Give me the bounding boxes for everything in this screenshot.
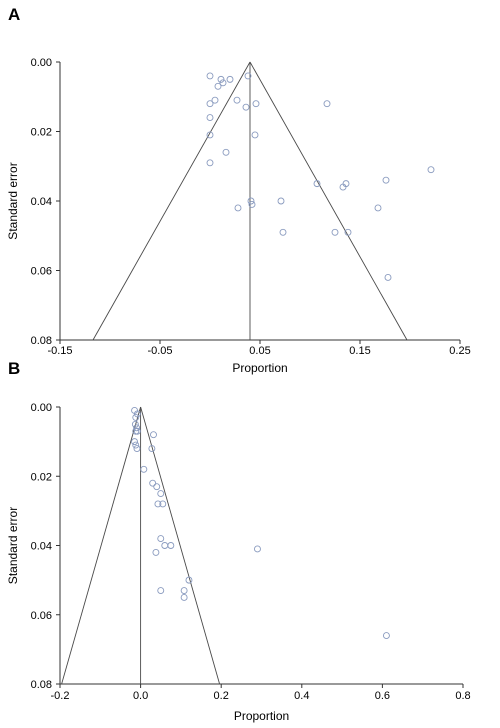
data-point [180, 593, 188, 601]
data-point [206, 72, 214, 80]
data-point [313, 180, 321, 188]
data-point [234, 204, 242, 212]
data-point [233, 96, 241, 104]
y-tick-label: 0.06 [31, 266, 52, 278]
panel-letter: B [8, 359, 20, 378]
data-point [323, 100, 331, 108]
data-point [384, 274, 392, 281]
data-point [157, 535, 165, 543]
x-tick-label: 0.2 [214, 690, 229, 702]
data-point [132, 427, 140, 435]
data-point [247, 197, 255, 205]
x-tick-label: 0.0 [133, 690, 148, 702]
y-tick-label: 0.04 [31, 196, 52, 208]
y-axis-label: Standard error [6, 162, 20, 239]
y-tick-label: 0.08 [31, 335, 52, 347]
x-axis-label: Proportion [232, 361, 287, 375]
data-point [342, 180, 350, 188]
data-point [167, 542, 175, 549]
x-tick-label: -0.05 [147, 345, 172, 357]
y-tick-label: 0.06 [31, 610, 52, 622]
x-tick-label: -0.2 [51, 690, 70, 702]
data-point [133, 424, 141, 432]
data-point [152, 548, 160, 556]
x-axis-label: Proportion [234, 709, 289, 723]
data-point [148, 445, 156, 452]
data-point [252, 100, 260, 108]
x-tick-label: 0.4 [294, 690, 309, 702]
data-point [217, 75, 225, 83]
data-point [277, 197, 285, 205]
data-point [153, 483, 161, 491]
data-point [206, 100, 214, 108]
data-point [131, 438, 139, 446]
data-point [157, 490, 165, 498]
data-point [248, 201, 256, 208]
data-point [222, 148, 230, 156]
data-point [149, 479, 157, 487]
data-point [180, 587, 188, 594]
panel-letter: A [8, 5, 20, 24]
data-point [133, 445, 141, 452]
y-tick-label: 0.08 [31, 679, 52, 691]
x-tick-label: 0.15 [349, 345, 370, 357]
data-point [157, 587, 165, 594]
data-point [344, 228, 352, 236]
data-point [132, 441, 140, 449]
data-point [382, 632, 390, 639]
data-point [374, 204, 382, 212]
data-point [214, 82, 222, 90]
data-point [206, 159, 214, 167]
data-point [131, 420, 139, 428]
funnel-right-line [249, 61, 408, 341]
data-point [242, 103, 250, 111]
data-point [427, 166, 435, 174]
funnel-right-line [140, 406, 221, 685]
data-point [331, 228, 339, 236]
data-point [132, 413, 140, 421]
y-tick-label: 0.00 [31, 402, 52, 414]
y-tick-label: 0.00 [31, 57, 52, 69]
x-tick-label: 0.05 [249, 345, 270, 357]
data-point [140, 465, 148, 473]
data-point [161, 542, 169, 549]
data-point [279, 228, 287, 236]
data-point [382, 176, 390, 184]
panel-b: B 0.00 0.02 0.04 0.06 0.08-0.2 0.0 0.2 0.4 0.6 0.8… [6, 359, 471, 723]
x-tick-label: -0.15 [47, 345, 72, 357]
y-tick-label: 0.04 [31, 541, 52, 553]
data-point [219, 79, 227, 87]
x-tick-label: 0.8 [455, 690, 470, 702]
y-axis-label: Standard error [6, 507, 20, 584]
data-point [244, 72, 252, 80]
data-point [226, 75, 234, 83]
y-tick-label: 0.02 [31, 471, 52, 483]
data-point [185, 576, 193, 584]
data-point [154, 500, 162, 508]
x-tick-label: 0.6 [375, 690, 390, 702]
data-point [133, 410, 141, 418]
data-point [254, 545, 261, 553]
data-point [251, 131, 259, 139]
funnel-left-line [92, 61, 251, 341]
data-point [206, 114, 214, 122]
y-tick-label: 0.02 [31, 127, 52, 139]
data-point [150, 431, 157, 439]
data-point [206, 131, 214, 139]
data-point [211, 96, 219, 104]
panel-a: A 0.00 0.02 0.04 0.06 0.08-0.15 -0.05 0.05 0.15 0… [6, 5, 471, 375]
data-point [159, 500, 167, 508]
x-tick-label: 0.25 [449, 345, 470, 357]
funnel-left-line [61, 406, 142, 685]
